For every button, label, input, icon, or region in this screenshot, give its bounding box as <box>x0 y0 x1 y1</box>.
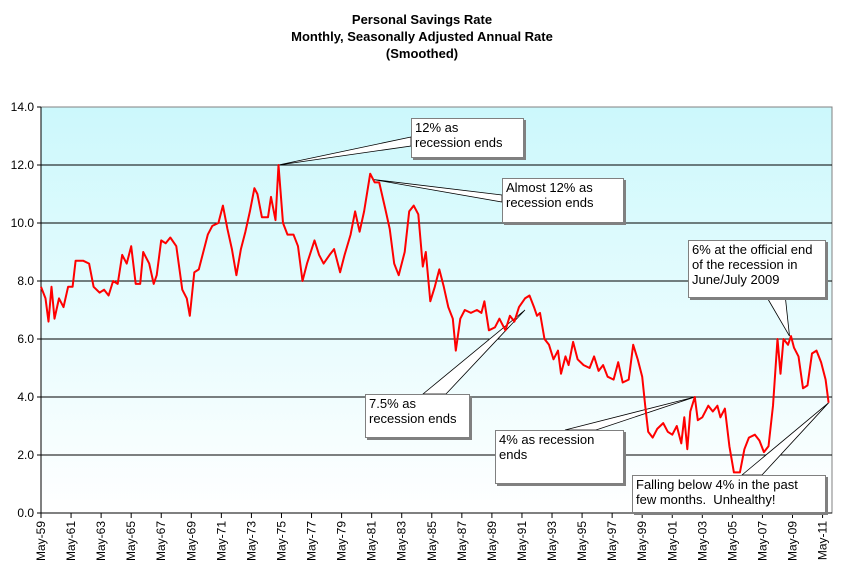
x-tick-label: May-65 <box>124 521 138 561</box>
x-tick-label: May-05 <box>725 521 739 561</box>
annotation-callout: 6% at the official end of the recession i… <box>688 240 826 298</box>
x-tick-label: May-79 <box>335 521 349 561</box>
chart-title: Personal Savings Rate <box>351 12 493 27</box>
x-tick-label: May-81 <box>365 521 379 561</box>
x-tick-label: May-77 <box>305 521 319 561</box>
annotation-callout: 4% as recession ends <box>495 430 624 484</box>
y-tick-label: 6.0 <box>17 332 34 346</box>
x-tick-label: May-97 <box>605 521 619 561</box>
x-tick-label: May-01 <box>665 521 679 561</box>
x-tick-label: May-11 <box>816 521 830 560</box>
annotation-text: 7.5% as <box>369 396 416 411</box>
x-tick-label: May-85 <box>425 521 439 561</box>
x-tick-label: May-75 <box>274 521 288 561</box>
x-tick-label: May-91 <box>515 521 529 561</box>
annotation-callout: 7.5% as recession ends <box>365 394 470 438</box>
x-tick-label: May-09 <box>786 521 800 561</box>
annotation-text: 6% at the official end <box>692 242 813 257</box>
x-tick-label: May-73 <box>244 521 258 561</box>
x-tick-label: May-69 <box>184 521 198 561</box>
annotation-text: Almost 12% as <box>506 180 593 195</box>
x-tick-label: May-83 <box>395 521 409 561</box>
chart-subtitle: Monthly, Seasonally Adjusted Annual Rate <box>291 29 553 44</box>
annotation-text: June/July 2009 <box>692 272 780 287</box>
annotation-text: ends <box>499 447 528 462</box>
annotation-callout: 12% as recession ends <box>411 118 524 158</box>
x-tick-label: May-95 <box>575 521 589 561</box>
x-tick-label: May-59 <box>34 521 48 561</box>
annotation-text: 12% as <box>415 120 459 135</box>
y-tick-label: 10.0 <box>11 216 35 230</box>
x-tick-label: May-87 <box>455 521 469 561</box>
x-tick-label: May-71 <box>214 521 228 561</box>
annotation-text: recession ends <box>369 411 457 426</box>
y-tick-label: 8.0 <box>17 274 34 288</box>
x-tick-label: May-93 <box>545 521 559 561</box>
x-tick-label: May-03 <box>695 521 709 561</box>
x-tick-label: May-99 <box>635 521 649 561</box>
annotation-text: few months. Unhealthy! <box>636 492 776 507</box>
y-tick-label: 14.0 <box>11 100 35 114</box>
annotation-callout: Falling below 4% in the past few months. … <box>632 475 826 513</box>
x-tick-label: May-63 <box>94 521 108 561</box>
annotation-callout: Almost 12% as recession ends <box>502 178 624 223</box>
plot-area <box>40 106 833 514</box>
y-tick-label: 0.0 <box>17 506 34 520</box>
chart-subtitle-smoothed: (Smoothed) <box>385 46 459 61</box>
annotation-text: of the recession in <box>692 257 798 272</box>
x-tick-label: May-61 <box>64 521 78 561</box>
y-tick-label: 4.0 <box>17 390 34 404</box>
x-tick-label: May-89 <box>485 521 499 561</box>
y-tick-label: 2.0 <box>17 448 34 462</box>
x-tick-label: May-67 <box>154 521 168 561</box>
y-tick-label: 12.0 <box>11 158 35 172</box>
annotation-text: Falling below 4% in the past <box>636 477 798 492</box>
x-tick-label: May-07 <box>755 521 769 561</box>
annotation-text: 4% as recession <box>499 432 595 447</box>
annotation-text: recession ends <box>415 135 503 150</box>
annotation-text: recession ends <box>506 195 594 210</box>
